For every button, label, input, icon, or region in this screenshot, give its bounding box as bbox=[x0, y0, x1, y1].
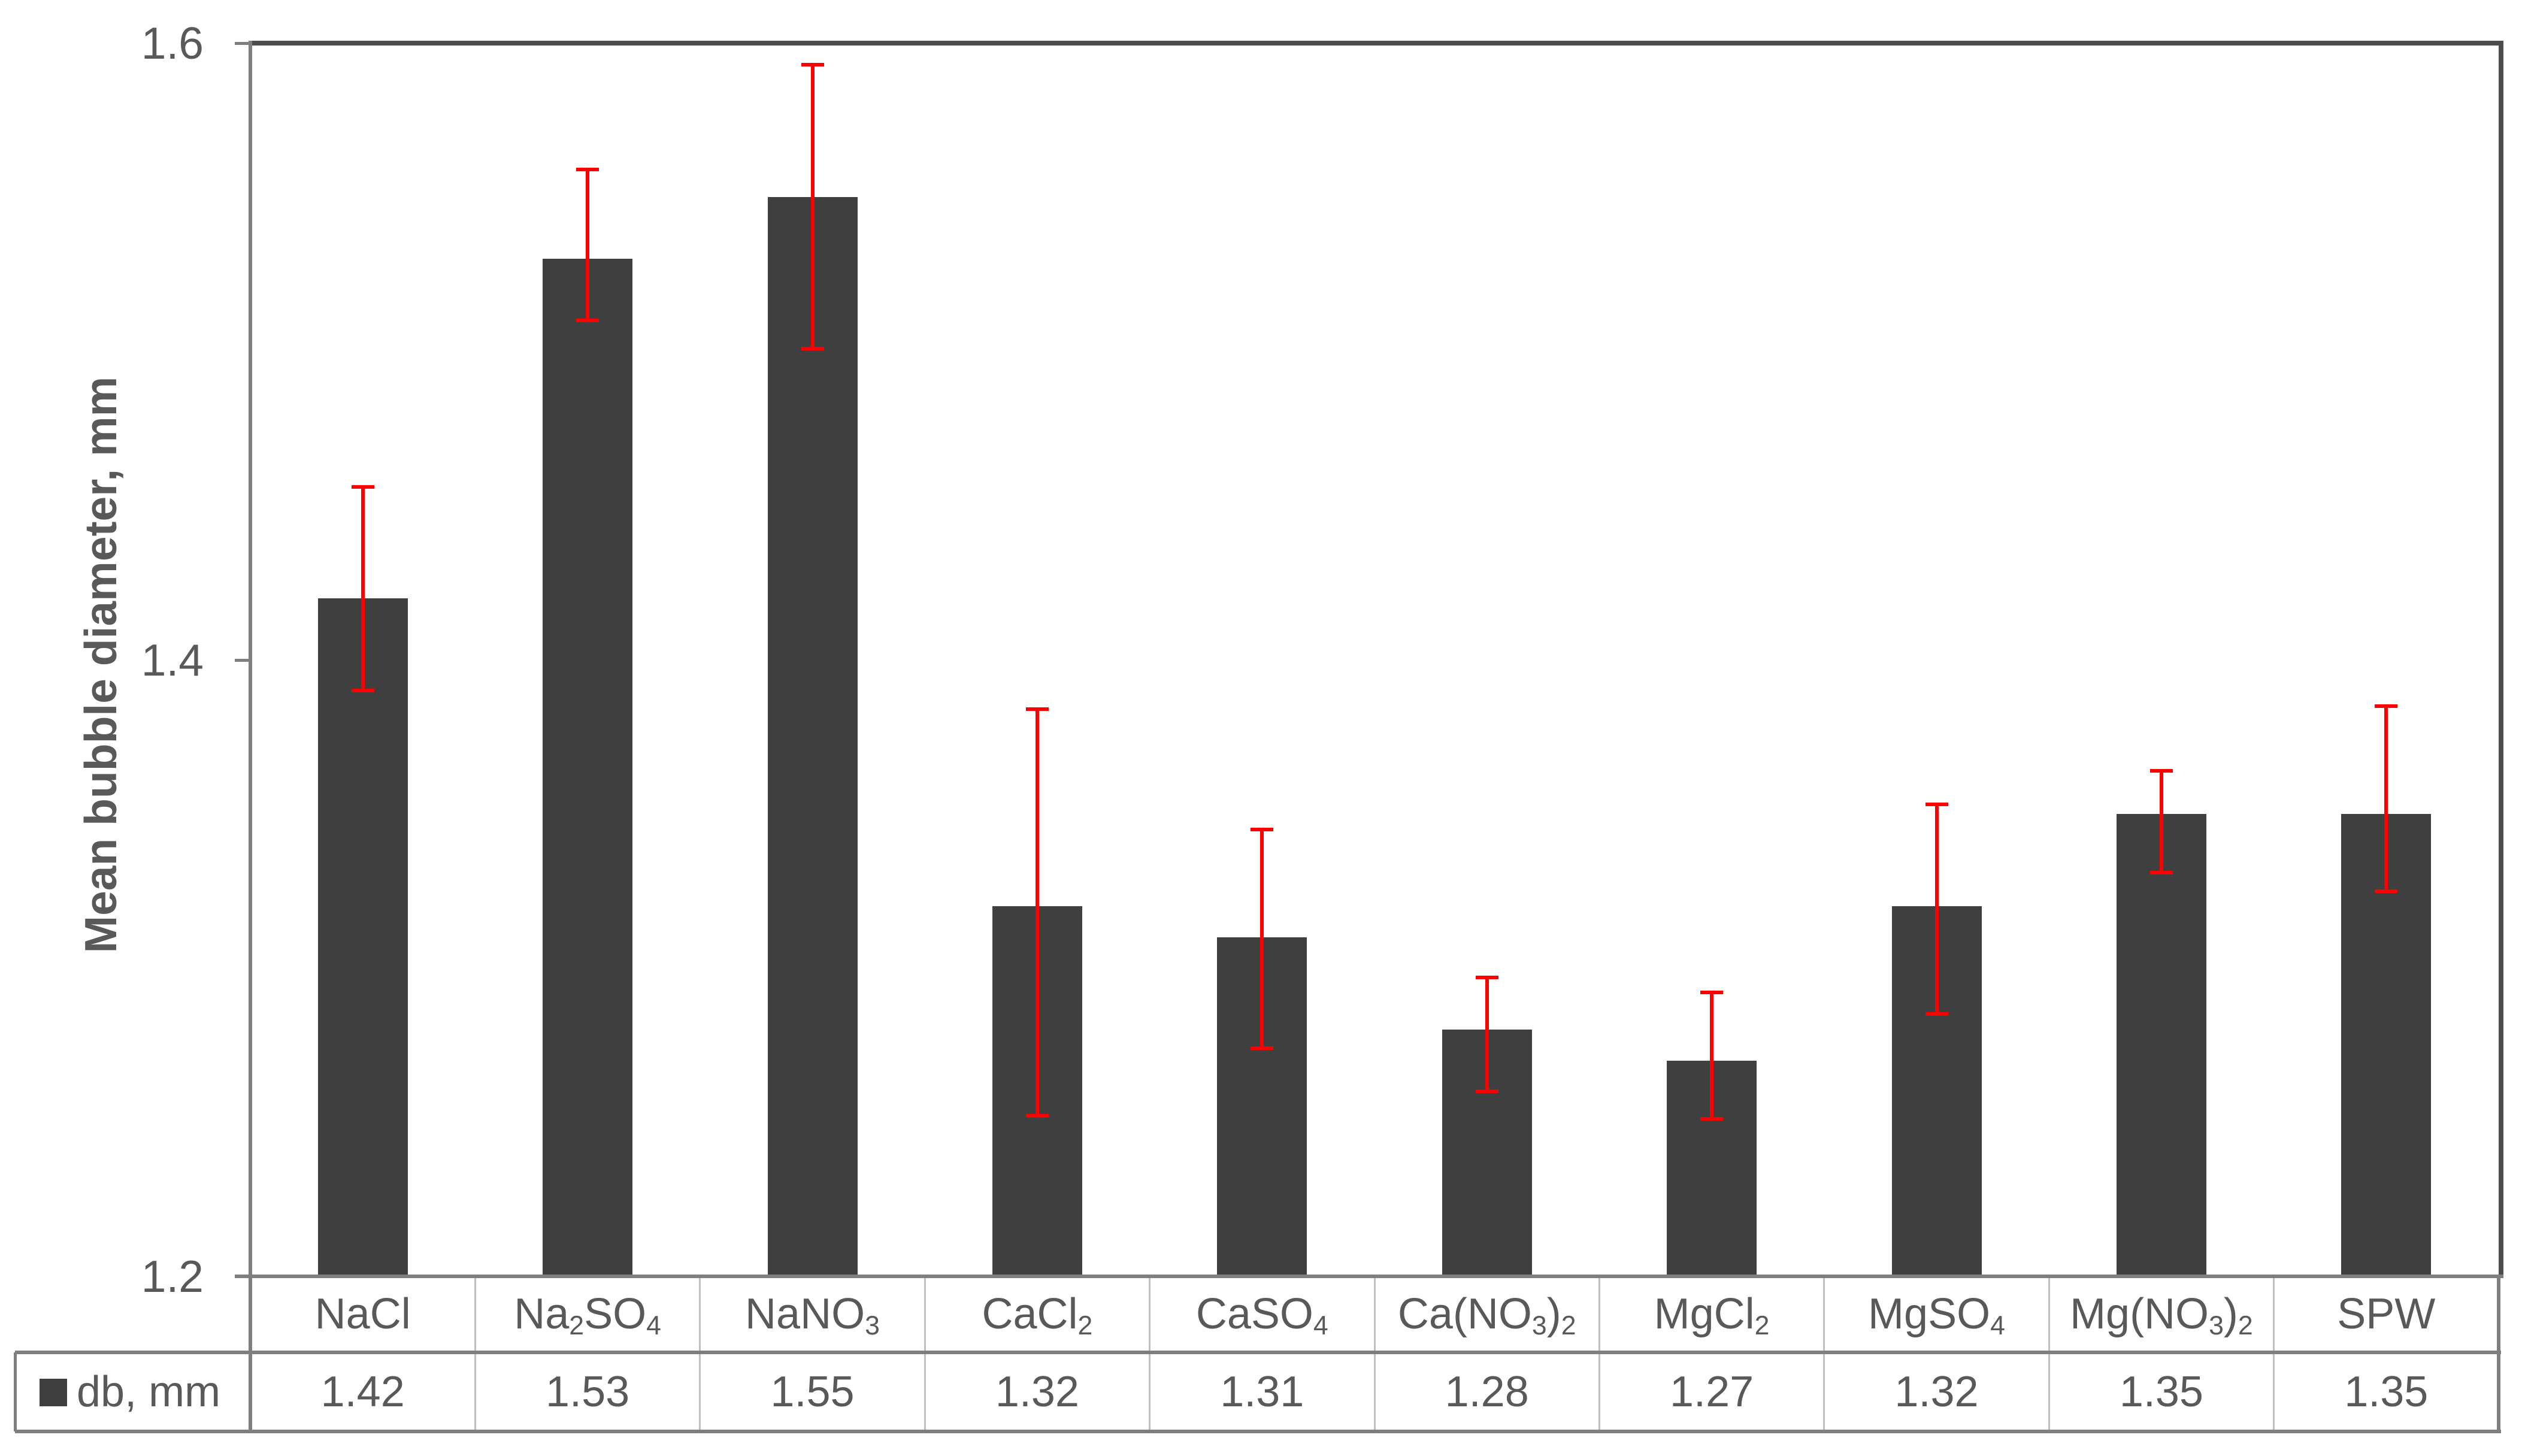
category-cell: NaCl bbox=[314, 1290, 411, 1338]
error-bar-cap-top bbox=[2149, 768, 2173, 773]
error-bar-cap-top bbox=[351, 485, 374, 489]
value-cell: 1.27 bbox=[1670, 1368, 1754, 1416]
table-bottom-border bbox=[15, 1430, 2501, 1433]
error-bar-cap-top bbox=[1251, 827, 1274, 831]
error-bar-whisker bbox=[810, 65, 815, 349]
error-bar-cap-top bbox=[576, 168, 600, 172]
table-row-divider bbox=[15, 1351, 2501, 1354]
error-bar-cap-bottom bbox=[1700, 1117, 1724, 1121]
error-bar-cap-bottom bbox=[1025, 1114, 1049, 1118]
legend-color-swatch bbox=[40, 1379, 67, 1406]
error-bar-whisker bbox=[2384, 706, 2388, 891]
error-bar-cap-top bbox=[1025, 707, 1049, 711]
value-cell: 1.42 bbox=[320, 1368, 405, 1416]
category-cell: CaCl2 bbox=[982, 1290, 1093, 1340]
value-cell: 1.35 bbox=[2344, 1368, 2429, 1416]
value-cell: 1.32 bbox=[1894, 1368, 1979, 1416]
error-bar-cap-bottom bbox=[1475, 1089, 1498, 1094]
error-bar-whisker bbox=[1260, 829, 1264, 1049]
error-bar-whisker bbox=[1035, 709, 1039, 1116]
error-bar-whisker bbox=[1710, 992, 1714, 1119]
error-bar-cap-top bbox=[1925, 803, 1948, 807]
value-cell: 1.55 bbox=[770, 1368, 855, 1416]
value-cell: 1.28 bbox=[1445, 1368, 1529, 1416]
bar bbox=[543, 259, 633, 1276]
value-cell: 1.35 bbox=[2119, 1368, 2203, 1416]
category-cell: NaNO3 bbox=[745, 1290, 880, 1340]
error-bar-whisker bbox=[586, 169, 590, 321]
legend-label: db, mm bbox=[77, 1368, 221, 1416]
error-bar-whisker bbox=[361, 487, 365, 691]
legend-cell-left-border bbox=[14, 1352, 17, 1431]
bar bbox=[2116, 813, 2206, 1276]
error-bar-cap-top bbox=[1475, 975, 1498, 979]
category-cell: Ca(NO3)2 bbox=[1397, 1290, 1576, 1340]
value-cell: 1.31 bbox=[1220, 1368, 1304, 1416]
error-bar-cap-bottom bbox=[2375, 889, 2398, 893]
category-cell: MgSO4 bbox=[1868, 1290, 2005, 1340]
error-bar-cap-bottom bbox=[801, 346, 824, 350]
error-bar-cap-bottom bbox=[2149, 870, 2173, 874]
x-axis-line bbox=[235, 1275, 2503, 1278]
category-cell: Na2SO4 bbox=[514, 1290, 661, 1340]
error-bar-cap-bottom bbox=[576, 319, 600, 323]
error-bar-cap-top bbox=[2375, 704, 2398, 708]
error-bar-whisker bbox=[1485, 977, 1489, 1092]
error-bar-cap-top bbox=[1700, 991, 1724, 995]
category-cell: Mg(NO3)2 bbox=[2070, 1290, 2253, 1340]
category-cell: CaSO4 bbox=[1195, 1290, 1328, 1340]
error-bar-whisker bbox=[2159, 770, 2163, 873]
plot-frame-right bbox=[2499, 41, 2503, 1276]
bar bbox=[317, 598, 408, 1276]
error-bar-cap-bottom bbox=[351, 688, 374, 692]
plot-frame-top bbox=[250, 41, 2503, 46]
category-cell: SPW bbox=[2337, 1290, 2436, 1338]
value-cell: 1.32 bbox=[995, 1368, 1079, 1416]
y-axis-tick-label: 1.2 bbox=[141, 1251, 204, 1301]
y-axis-tick-label: 1.6 bbox=[141, 18, 204, 68]
bar bbox=[767, 197, 858, 1276]
error-bar-cap-bottom bbox=[1251, 1046, 1274, 1051]
error-bar-cap-bottom bbox=[1925, 1012, 1948, 1016]
y-axis-tick bbox=[235, 42, 250, 45]
y-axis-line bbox=[249, 41, 252, 1276]
y-axis-tick-label: 1.4 bbox=[141, 634, 204, 685]
error-bar-whisker bbox=[1934, 804, 1939, 1015]
category-cell: MgCl2 bbox=[1654, 1290, 1770, 1340]
error-bar-cap-top bbox=[801, 63, 824, 67]
value-cell: 1.53 bbox=[546, 1368, 630, 1416]
y-axis-tick bbox=[235, 658, 250, 662]
